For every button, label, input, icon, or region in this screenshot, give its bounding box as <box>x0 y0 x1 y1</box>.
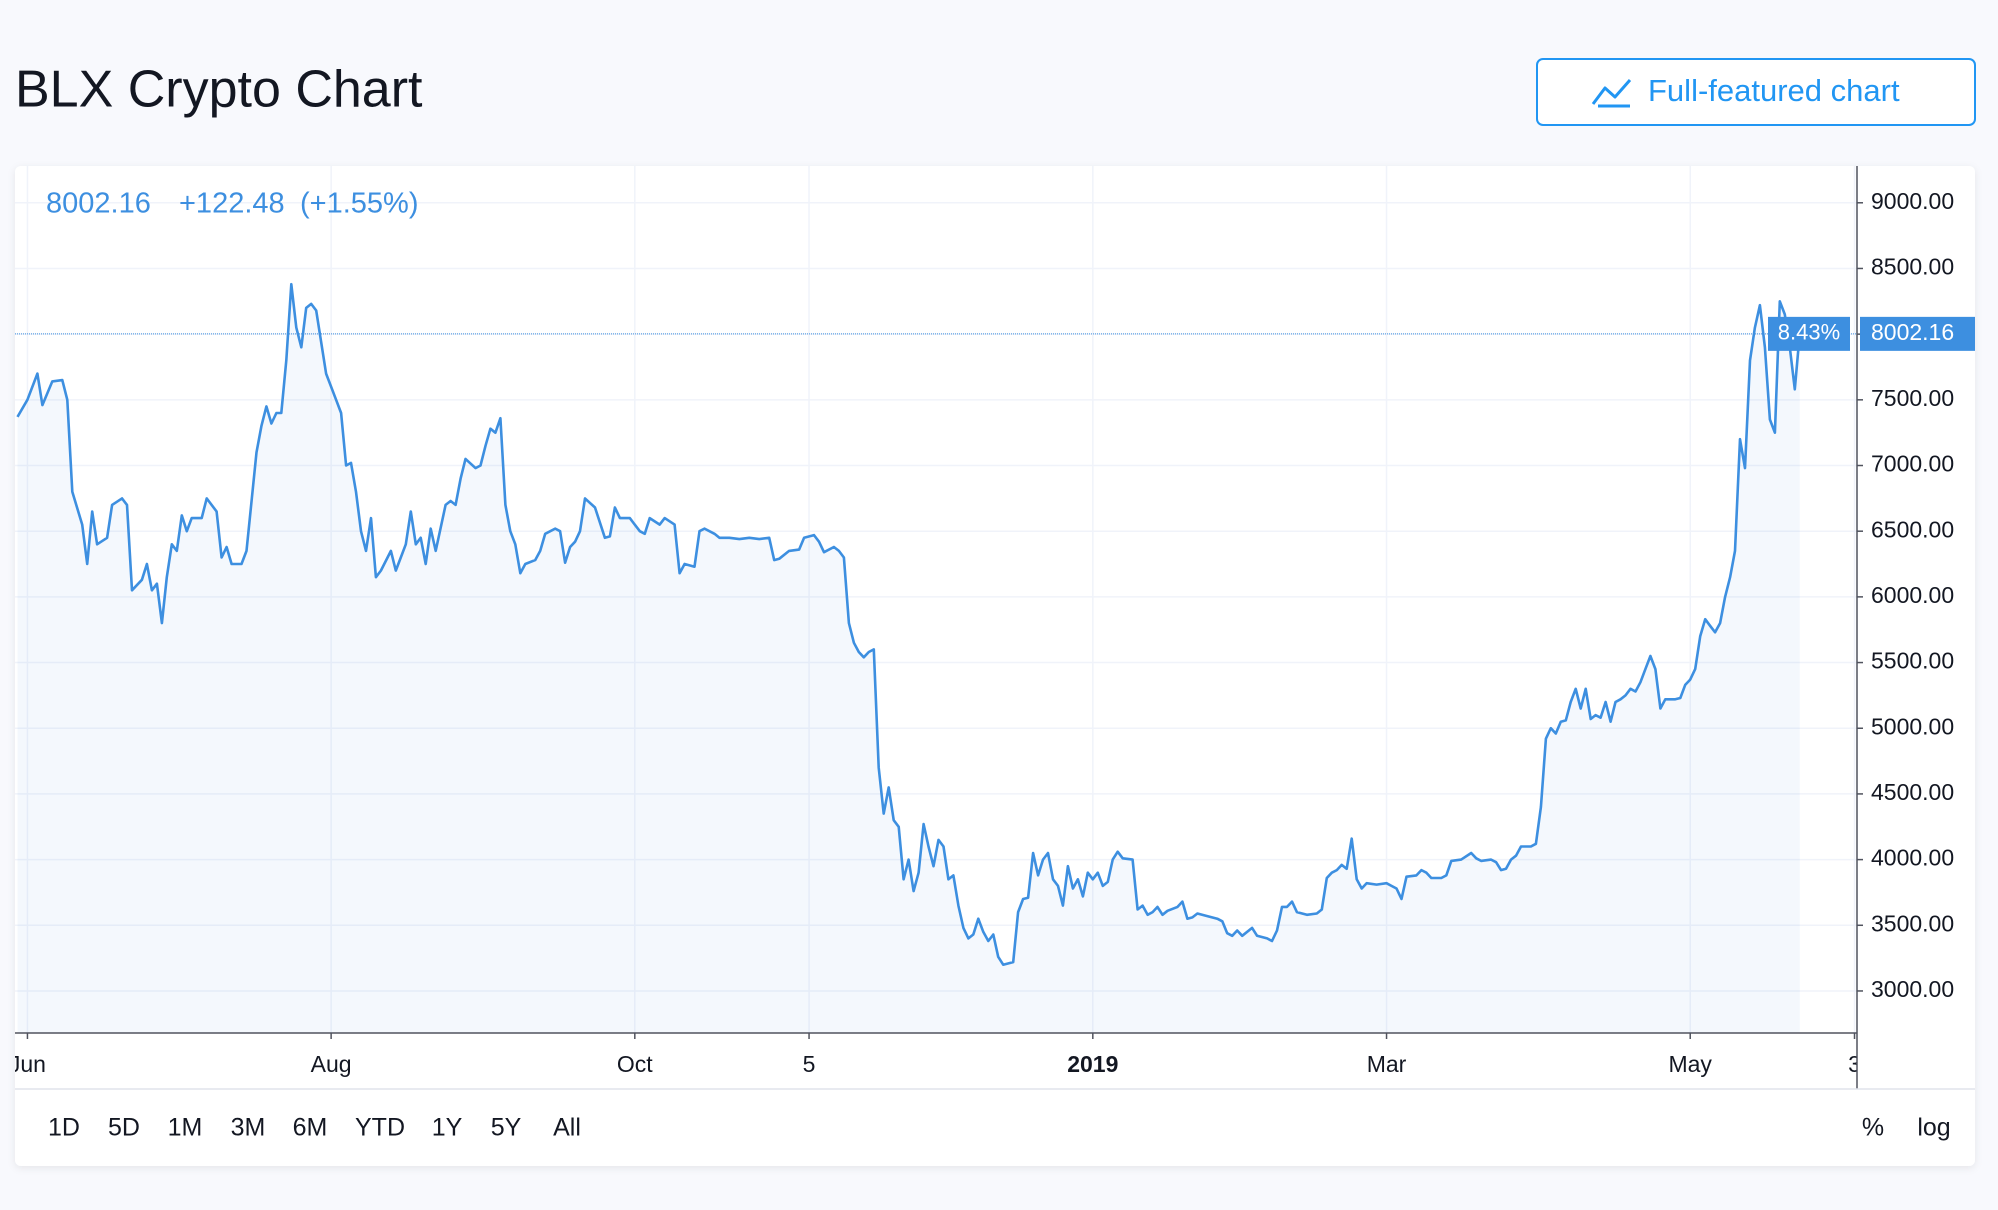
range-button[interactable]: 5Y <box>491 1114 522 1142</box>
range-button[interactable]: YTD <box>355 1114 405 1142</box>
y-tick-label: 3500.00 <box>1871 910 1954 936</box>
y-tick-label: 8500.00 <box>1871 254 1954 280</box>
change-tag-label: 8.43% <box>1778 320 1840 345</box>
x-tick-label: Mar <box>1367 1051 1407 1077</box>
y-tick-label: 3000.00 <box>1871 976 1954 1002</box>
y-tick-label: 4500.00 <box>1871 779 1954 805</box>
x-tick-label: 5 <box>803 1051 816 1077</box>
legend-value: 8002.16 <box>46 188 151 220</box>
legend-change-pct: (+1.55%) <box>300 188 418 220</box>
y-tick-label: 5500.00 <box>1871 648 1954 674</box>
range-button[interactable]: 3M <box>231 1114 266 1142</box>
range-button[interactable]: All <box>553 1114 581 1142</box>
scale-button[interactable]: log <box>1917 1114 1950 1142</box>
range-button[interactable]: 6M <box>293 1114 328 1142</box>
plot-area: 3000.00 3500.00 4000.00 4500.00 5000.00 5500.… <box>9 166 1975 1089</box>
y-tick-label: 7500.00 <box>1871 385 1954 411</box>
page-title: BLX Crypto Chart <box>15 61 423 119</box>
full-chart-button[interactable]: Full-featured chart <box>1536 58 1976 126</box>
price-line <box>16 282 1801 966</box>
x-tick-label: Jun <box>9 1051 46 1077</box>
y-tick-label: 7000.00 <box>1871 451 1954 477</box>
range-button[interactable]: 1D <box>48 1114 80 1142</box>
chart-card <box>15 166 1975 1166</box>
scale-button[interactable]: % <box>1862 1114 1884 1142</box>
legend-change: +122.48 <box>179 188 285 220</box>
chart-icon[interactable] <box>1591 79 1632 108</box>
y-tick-label: 9000.00 <box>1871 188 1954 214</box>
y-tick-label: 4000.00 <box>1871 845 1954 871</box>
range-button[interactable]: 5D <box>108 1114 140 1142</box>
x-tick-label: 3 <box>1848 1051 1861 1077</box>
x-tick-label: 2019 <box>1067 1051 1118 1077</box>
range-button[interactable]: 1Y <box>432 1114 463 1142</box>
button-label[interactable]: Full-featured chart <box>1648 73 1900 108</box>
range-button[interactable]: 1M <box>168 1114 203 1142</box>
price-tag-label: 8002.16 <box>1871 319 1954 345</box>
y-tick-label: 5000.00 <box>1871 713 1954 739</box>
price-tag <box>1860 316 1975 351</box>
x-tick-label: Oct <box>617 1051 653 1077</box>
x-axis-labels: Jun Aug Oct 5 2019 Mar May 3 <box>9 1051 1861 1077</box>
button-frame[interactable] <box>1536 58 1976 126</box>
x-tick-label: May <box>1668 1051 1712 1077</box>
change-tag <box>1768 316 1850 351</box>
y-tick-label: 6000.00 <box>1871 582 1954 608</box>
x-tick-label: Aug <box>311 1051 352 1077</box>
y-tick-label: 6500.00 <box>1871 516 1954 542</box>
